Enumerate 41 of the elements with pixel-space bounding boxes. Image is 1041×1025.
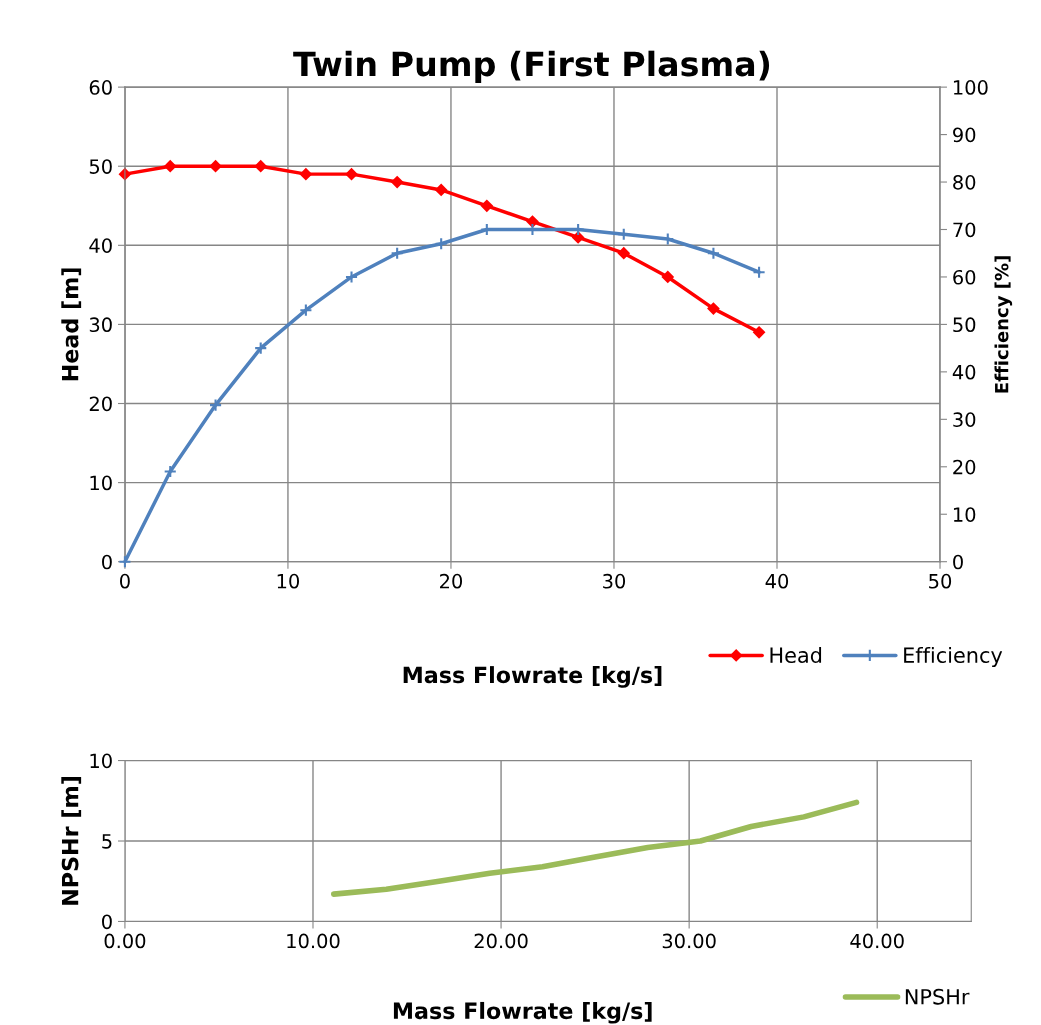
y-tick-label: 10 [90, 475, 112, 491]
y2-tick-label: 80 [953, 175, 976, 190]
x-tick-label: 10 [277, 573, 300, 589]
y-tick-label: 0 [102, 914, 112, 930]
x-tick-label: 10.00 [287, 933, 340, 949]
y2-tick-label: 50 [953, 317, 976, 333]
y2-tick-label: 0 [953, 554, 963, 570]
y2-axis-title: Efficiency [%] [994, 256, 1013, 393]
x-tick-label: 0 [120, 573, 130, 589]
legend-label: Efficiency [904, 646, 1003, 668]
y2-tick-label: 70 [953, 222, 976, 238]
y2-tick-label: 20 [953, 459, 976, 475]
x-tick-label: 40 [765, 573, 789, 589]
x-tick-label: 40.00 [850, 933, 904, 949]
y2-tick-label: 40 [952, 364, 976, 380]
y-tick-label: 60 [89, 80, 112, 95]
y-axis-title: NPSHr [m] [61, 777, 82, 905]
chart-title: Twin Pump (First Plasma) [293, 50, 770, 83]
y-tick-label: 0 [102, 554, 112, 570]
x-tick-label: 30 [603, 573, 626, 589]
y-tick-label: 30 [89, 317, 112, 333]
y-tick-label: 5 [102, 834, 112, 849]
legend-label: Head [770, 646, 822, 664]
x-axis-title: Mass Flowrate [kg/s] [403, 666, 662, 688]
y-tick-label: 40 [89, 238, 112, 253]
x-tick-label: 0.00 [104, 933, 146, 949]
y2-tick-label: 90 [953, 127, 976, 143]
x-tick-label: 30.00 [662, 933, 716, 949]
y-axis-title: Head [m] [61, 268, 82, 381]
y-tick-label: 20 [89, 396, 112, 412]
y2-tick-label: 10 [953, 507, 976, 522]
y2-tick-label: 30 [953, 412, 976, 427]
x-tick-label: 20.00 [474, 933, 528, 949]
y2-tick-label: 60 [953, 269, 976, 285]
x-tick-label: 20 [440, 573, 463, 589]
legend-label: NPSHr [905, 988, 970, 1005]
y-tick-label: 10 [90, 753, 112, 769]
y-tick-label: 50 [89, 159, 112, 174]
x-axis-title: Mass Flowrate [kg/s] [393, 1001, 652, 1024]
y2-tick-label: 100 [953, 80, 988, 95]
x-tick-label: 50 [929, 573, 952, 589]
